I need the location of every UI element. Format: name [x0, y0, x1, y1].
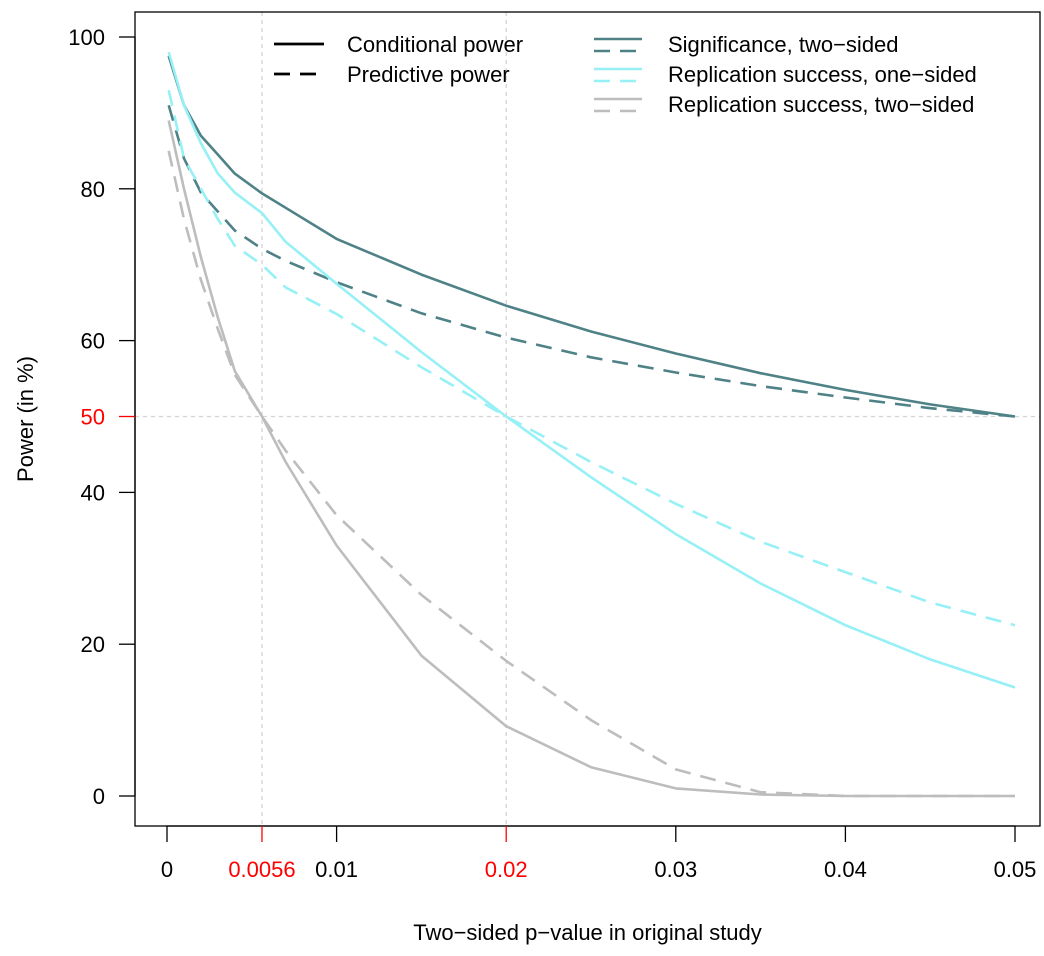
x-tick-label: 0.01 — [315, 857, 358, 882]
y-tick-label: 20 — [81, 632, 105, 657]
y-axis-label: Power (in %) — [13, 356, 38, 482]
series-line-4 — [167, 120, 1015, 798]
y-axis: 0 20 40 50 60 80 100 — [68, 25, 136, 809]
legend-method-label: Replication success, two−sided — [668, 92, 974, 117]
y-tick-label: 50 — [81, 405, 105, 430]
x-tick-label: 0.04 — [824, 857, 867, 882]
series-line-1 — [167, 104, 1016, 418]
x-axis: 0 0.0056 0.01 0.02 0.03 0.04 0.05 — [161, 825, 1037, 882]
x-tick-label: 0.05 — [994, 857, 1037, 882]
x-tick-label: 0.02 — [485, 857, 528, 882]
y-tick-label: 40 — [81, 480, 105, 505]
y-tick-label: 80 — [81, 177, 105, 202]
reference-lines — [135, 12, 1040, 826]
series-line-2 — [167, 51, 1016, 689]
x-axis-label: Two−sided p−value in original study — [413, 920, 762, 945]
legend-linetype-label: Conditional power — [347, 32, 523, 57]
y-tick-label: 60 — [81, 329, 105, 354]
x-tick-label: 0.03 — [654, 857, 697, 882]
y-tick-label: 0 — [93, 784, 105, 809]
y-tick-label: 100 — [68, 25, 105, 50]
series-layer — [167, 51, 1016, 798]
series-line-0 — [167, 55, 1016, 418]
legend-method-label: Significance, two−sided — [668, 32, 899, 57]
legend-linetype-label: Predictive power — [347, 62, 510, 87]
x-tick-label: 0.0056 — [228, 857, 295, 882]
series-line-3 — [167, 89, 1016, 627]
plot-frame — [134, 11, 1041, 827]
series-line-5 — [167, 150, 1015, 798]
legend: Conditional power Predictive power Signifi… — [274, 32, 977, 117]
x-tick-label: 0 — [161, 857, 173, 882]
legend-method-label: Replication success, one−sided — [668, 62, 977, 87]
